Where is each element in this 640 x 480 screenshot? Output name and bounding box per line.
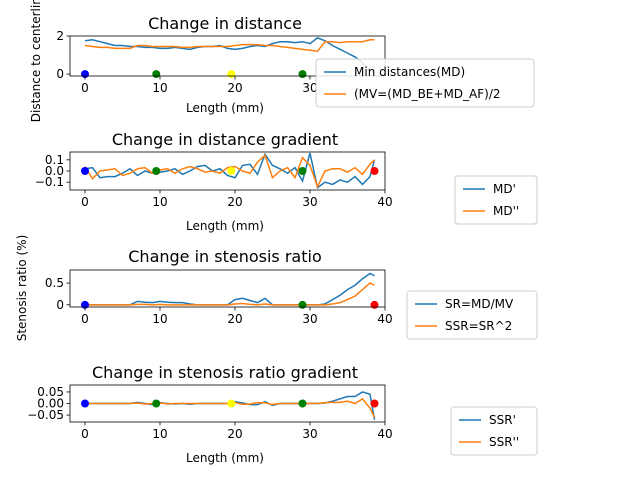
x-tick-label: 30: [302, 312, 317, 326]
x-tick-label: 10: [152, 81, 167, 95]
panel-title: Change in stenosis ratio gradient: [92, 363, 358, 382]
marker-point-green: [152, 70, 161, 79]
panel-title: Change in stenosis ratio: [128, 247, 322, 266]
legend-box: [454, 175, 538, 225]
y-tick-label: 0.00: [37, 397, 64, 411]
legend: SSR' SSR'': [450, 406, 538, 456]
marker-point-green: [298, 399, 307, 408]
axes-frame: [69, 35, 386, 77]
legend-label: MD': [493, 182, 516, 196]
series-line-1: [84, 152, 376, 190]
y-tick-label: −0.05: [27, 408, 64, 422]
y-tick-label: 0.05: [37, 385, 64, 399]
panel-distance: Change in distance Length (mm) Distance …: [29, 0, 535, 122]
series-line-1: [85, 272, 375, 306]
marker-point-green: [298, 300, 307, 309]
x-axis-label: Length (mm): [186, 451, 264, 465]
y-tick-label: 0.0: [45, 164, 64, 178]
plot-area: 0 10 20 30 40 0.10.0−0.1 MD' MD'': [35, 151, 538, 225]
legend-label: SSR'': [489, 435, 519, 449]
y-axis-label: Stenosis ratio (%): [15, 235, 29, 342]
series-line-2: [84, 39, 375, 53]
x-tick-label: 10: [152, 427, 167, 441]
y-tick-label: −0.1: [35, 175, 64, 189]
marker-point-red: [370, 300, 379, 309]
marker-point-green: [298, 70, 307, 79]
plot-area: 0 10 20 30 40 0 0.5 SR=MD/MV SSR=SR^2: [45, 269, 538, 340]
x-tick-label: 20: [227, 427, 242, 441]
y-tick-label: 0.1: [45, 153, 64, 167]
marker-point-yellow: [227, 399, 236, 408]
x-tick-label: 0: [81, 81, 89, 95]
y-tick-label: 0.5: [45, 276, 64, 290]
y-axis-label: Distance to centerline: [29, 0, 43, 122]
y-tick-label: 0: [56, 298, 64, 312]
x-tick-label: 0: [81, 427, 89, 441]
legend-label: SSR=SR^2: [445, 319, 512, 333]
y-tick-label: 0: [56, 67, 64, 81]
legend: SR=MD/MV SSR=SR^2: [406, 290, 538, 340]
marker-point-red: [370, 399, 379, 408]
marker-point-yellow: [227, 167, 236, 175]
x-tick-label: 0: [81, 195, 89, 209]
legend-box: [406, 290, 538, 340]
legend-label: SSR': [489, 413, 516, 427]
legend-label: MD'': [493, 204, 519, 218]
x-tick-label: 20: [227, 312, 242, 326]
x-tick-label: 40: [377, 312, 392, 326]
marker-point-green: [152, 399, 161, 408]
x-tick-label: 30: [302, 195, 317, 209]
legend-label: (MV=(MD_BE+MD_AF)/2: [354, 87, 501, 101]
x-tick-label: 20: [227, 195, 242, 209]
marker-point-yellow: [227, 70, 236, 79]
x-axis-label: Length (mm): [186, 219, 264, 233]
plot-area: 0 10 20 30 40 0.050.00−0.05 SSR' SSR'': [27, 384, 538, 456]
x-tick-label: 10: [152, 312, 167, 326]
x-tick-label: 30: [302, 427, 317, 441]
series-lines: [84, 37, 375, 75]
x-tick-label: 30: [302, 81, 317, 95]
y-tick-label: 2: [56, 29, 64, 43]
marker-point-green: [298, 167, 307, 175]
panel-stenosis-ratio: Change in stenosis ratio Stenosis ratio …: [15, 235, 538, 342]
legend: MD' MD'': [454, 175, 538, 225]
x-tick-label: 40: [377, 427, 392, 441]
marker-point-blue: [81, 167, 89, 175]
legend-label: Min distances(MD): [354, 65, 465, 79]
legend-box: [315, 58, 535, 108]
series-line-2: [85, 282, 375, 306]
panel-title: Change in distance: [148, 14, 302, 33]
x-tick-label: 10: [152, 195, 167, 209]
marker-point-green: [152, 167, 161, 175]
marker-point-blue: [81, 399, 89, 408]
panel-stenosis-ratio-gradient: Change in stenosis ratio gradient Length…: [27, 363, 538, 465]
plot-area: 0 10 20 30 0 2 Min distances(MD) (MV=(MD_BE+MD_…: [56, 29, 535, 108]
legend-label: SR=MD/MV: [445, 297, 514, 311]
panel-distance-gradient: Change in distance gradient Length (mm) …: [35, 130, 538, 233]
x-axis-label: Length (mm): [186, 101, 264, 115]
x-tick-label: 0: [81, 312, 89, 326]
legend: Min distances(MD) (MV=(MD_BE+MD_AF)/2: [315, 58, 535, 108]
legend-box: [450, 406, 538, 456]
axes-frame: [69, 269, 386, 308]
x-tick-label: 20: [227, 81, 242, 95]
x-tick-label: 40: [377, 195, 392, 209]
marker-point-red: [370, 167, 379, 175]
series-lines: [85, 272, 375, 306]
panel-title: Change in distance gradient: [112, 130, 338, 149]
